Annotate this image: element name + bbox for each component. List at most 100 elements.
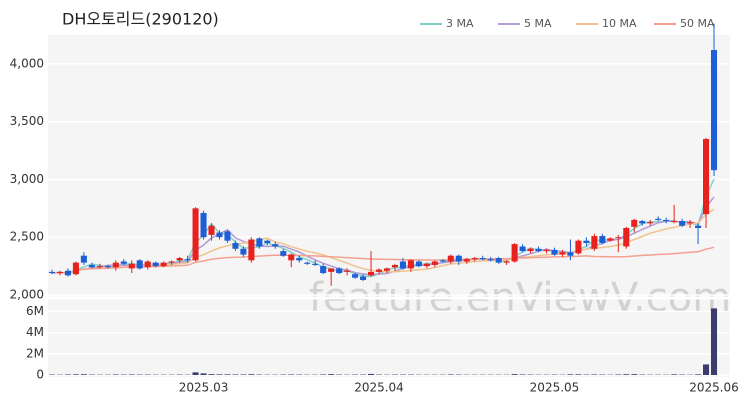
candle-body — [104, 266, 111, 268]
candle-body — [368, 271, 375, 276]
legend-label: 50 MA — [680, 17, 715, 30]
x-tick-label: 2025.04 — [354, 381, 404, 395]
candle-body — [623, 227, 630, 247]
volume-bar — [128, 374, 135, 375]
candle-body — [487, 259, 494, 261]
candle-body — [687, 222, 694, 224]
candle-body — [583, 240, 590, 243]
candle-body — [256, 238, 263, 247]
volume-bar — [368, 373, 375, 375]
candle-body — [423, 263, 430, 267]
candle-body — [160, 262, 167, 267]
y-tick-label: 2,000 — [10, 288, 44, 302]
candle-body — [48, 271, 56, 274]
candle-body — [647, 222, 654, 224]
candle-body — [168, 261, 175, 263]
y-tick-label: 3,000 — [10, 172, 44, 186]
volume-bar — [192, 372, 199, 375]
candle-body — [591, 236, 598, 249]
candle-body — [64, 270, 71, 276]
volume-bar — [615, 374, 622, 375]
candle-body — [439, 260, 446, 262]
candle-body — [288, 254, 295, 261]
volume-bar — [80, 374, 87, 375]
volume-bar — [328, 374, 335, 375]
candle-body — [80, 255, 87, 263]
candle-body — [463, 259, 470, 262]
volume-bar — [591, 374, 598, 375]
volume-bar — [519, 374, 526, 375]
candle-body — [703, 139, 710, 215]
candle-body — [415, 261, 422, 267]
candle-body — [543, 249, 550, 252]
candle-body — [176, 258, 183, 261]
candle-body — [128, 263, 135, 269]
candle-body — [216, 232, 223, 238]
candle-body — [328, 268, 335, 272]
volume-bar — [240, 374, 247, 375]
candle-body — [280, 251, 287, 256]
volume-bar — [671, 374, 678, 375]
volume-bar — [112, 374, 119, 375]
x-tick-label: 2025.03 — [179, 381, 229, 395]
legend-label: 10 MA — [602, 17, 637, 30]
candle-body — [503, 261, 510, 263]
volume-bar — [208, 374, 215, 375]
candle-body — [710, 50, 718, 171]
volume-bar — [703, 364, 710, 375]
plot-background — [48, 35, 730, 377]
candle-body — [575, 240, 582, 254]
candle-body — [511, 244, 518, 262]
candle-body — [272, 244, 279, 247]
volume-bar — [575, 374, 582, 375]
candle-body — [184, 259, 191, 261]
volume-bar — [695, 374, 702, 375]
candle-body — [120, 261, 127, 264]
x-tick-label: 2025.06 — [689, 381, 739, 395]
volume-bar — [248, 374, 255, 375]
volume-bar — [623, 374, 630, 375]
candle-body — [248, 239, 255, 261]
candle-body — [208, 225, 215, 235]
volume-bar — [72, 374, 79, 375]
candle-body — [551, 249, 558, 255]
y-tick-label: 4,000 — [10, 56, 44, 70]
candle-body — [455, 255, 462, 262]
ma-line — [51, 246, 715, 275]
candle-body — [96, 266, 103, 268]
volume-tick-label: 6M — [26, 304, 44, 318]
volume-tick-label: 2M — [26, 346, 44, 360]
candle-body — [447, 255, 454, 262]
candle-body — [663, 219, 670, 222]
legend-label: 5 MA — [524, 17, 552, 30]
candle-body — [407, 260, 414, 269]
candle-body — [56, 271, 63, 274]
volume-bar — [511, 374, 518, 375]
candle-body — [479, 258, 486, 260]
candle-body — [679, 221, 686, 226]
candle-body — [519, 246, 526, 252]
volume-tick-label: 4M — [26, 325, 44, 339]
candle-body — [232, 243, 239, 249]
candle-body — [136, 260, 143, 269]
candle-body — [360, 276, 367, 280]
candle-body — [391, 264, 398, 268]
volume-bar — [288, 374, 295, 375]
volume-bar — [216, 374, 223, 375]
legend-label: 3 MA — [446, 17, 474, 30]
volume-bar — [232, 374, 239, 375]
candle-body — [304, 262, 311, 264]
candle-body — [655, 218, 662, 220]
volume-bar — [64, 374, 71, 375]
candle-body — [399, 261, 406, 269]
candle-body — [615, 237, 622, 239]
candle-body — [240, 248, 247, 255]
candle-body — [264, 240, 271, 243]
candle-body — [72, 262, 79, 275]
candle-body — [383, 268, 391, 271]
candle-body — [431, 261, 438, 265]
volume-bar — [710, 308, 718, 375]
y-tick-label: 2,500 — [10, 230, 44, 244]
candle-body — [471, 258, 478, 260]
